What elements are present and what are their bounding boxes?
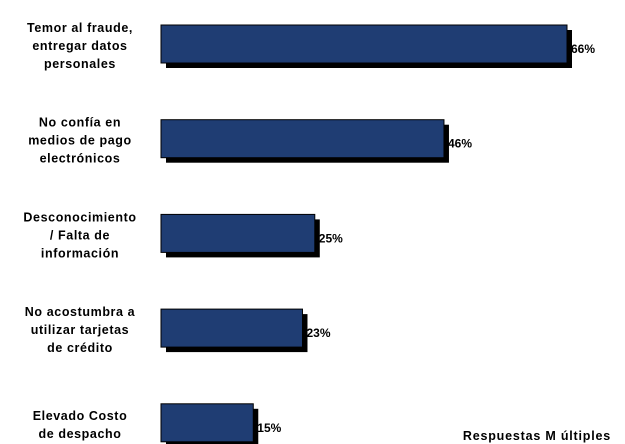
bar: [160, 24, 568, 64]
category-label-line: Desconocimiento: [23, 210, 136, 224]
category-label-line: personales: [44, 57, 116, 71]
bars-group: [160, 24, 572, 444]
category-label: Elevado Costo de despacho: [33, 409, 128, 441]
category-label-line: utilizar tarjetas: [31, 323, 129, 337]
category-label-line: electrónicos: [40, 152, 121, 166]
category-label-line: de crédito: [47, 341, 113, 355]
category-label-line: medios de pago: [28, 134, 132, 148]
category-label-line: Elevado Costo: [33, 409, 128, 423]
category-label-line: de despacho: [38, 427, 121, 441]
value-label: 23%: [306, 326, 330, 340]
category-labels-group: Temor al fraude, entregar datos personales…: [23, 21, 136, 441]
category-label-line: entregar datos: [32, 39, 127, 53]
category-label: No acostumbra a utilizar tarjetas de crédi…: [25, 305, 136, 355]
category-label-line: información: [41, 246, 119, 260]
category-label-line: No confía en: [39, 116, 121, 130]
footnote: Respuestas M últiples: [462, 429, 611, 443]
value-label: 46%: [448, 137, 472, 151]
bar: [160, 119, 445, 159]
value-label: 25%: [319, 231, 343, 245]
bar: [160, 213, 316, 253]
category-label-line: Temor al fraude,: [27, 21, 133, 35]
value-label: 66%: [571, 42, 595, 56]
category-label-line: No acostumbra a: [25, 305, 136, 319]
category-label: Desconocimiento / Falta de información: [23, 210, 136, 260]
bar: [160, 403, 254, 443]
value-label: 15%: [257, 421, 281, 435]
category-label: Temor al fraude, entregar datos personales: [27, 21, 133, 71]
category-label-line: / Falta de: [50, 228, 110, 242]
bar: [160, 308, 303, 348]
category-label: No confía en medios de pago electrónicos: [28, 116, 132, 166]
value-labels-group: 66% 46% 25% 23% 15%: [257, 42, 595, 435]
